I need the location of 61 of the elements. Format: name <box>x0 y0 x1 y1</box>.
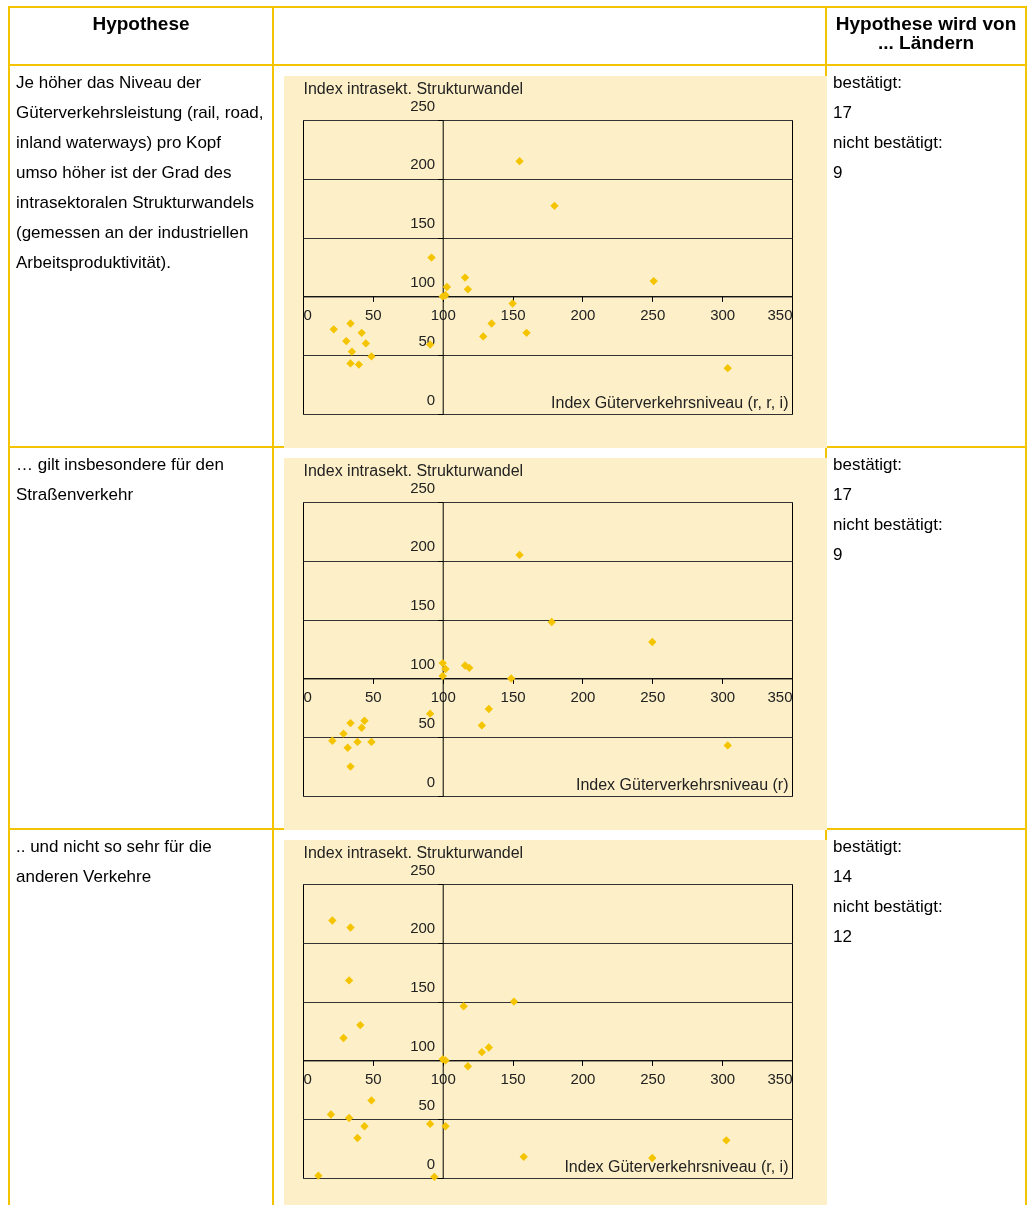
y-tick-label: 200 <box>410 919 436 937</box>
y-tick-label: 250 <box>410 478 436 496</box>
y-tick-label: 100 <box>410 1036 436 1054</box>
y-tick-label: 150 <box>410 596 436 614</box>
y-tick-label: 150 <box>410 214 436 232</box>
y-tick-label: 0 <box>426 1154 436 1172</box>
text: bestätigt: <box>833 454 903 476</box>
text: bestätigt: <box>833 72 903 94</box>
text: … gilt insbesondere für den Straßenverkehr <box>16 454 225 506</box>
x-tick-label: 300 <box>710 687 736 705</box>
x-tick-label: 200 <box>570 1069 596 1087</box>
x-tick-label: 200 <box>570 305 596 323</box>
y-axis-title: Index intrasekt. Strukturwandel <box>303 79 524 97</box>
text: bestätigt: <box>833 836 903 858</box>
y-tick-label: 200 <box>410 537 436 555</box>
x-axis-title: Index Güterverkehrsniveau (r, i) <box>564 1157 789 1175</box>
x-tick-label: 300 <box>710 1069 736 1087</box>
x-tick-label: 50 <box>365 305 382 323</box>
y-tick-label: 250 <box>410 860 436 878</box>
y-tick-label: 150 <box>410 978 436 996</box>
y-tick-label: 100 <box>410 654 436 672</box>
text: Hypothese <box>10 8 274 66</box>
text: 9 <box>833 162 844 184</box>
y-tick-label: 50 <box>418 713 436 731</box>
x-tick-label: 350 <box>767 305 793 323</box>
text: nicht bestätigt: <box>833 132 944 154</box>
x-axis-title: Index Güterverkehrsniveau (r) <box>575 775 789 793</box>
x-tick-label: 250 <box>640 1069 666 1087</box>
y-tick-label: 100 <box>410 272 436 290</box>
y-axis-title: Index intrasekt. Strukturwandel <box>303 843 524 861</box>
text: .. und nicht so sehr für die anderen Verkehre <box>16 836 213 888</box>
text: 17 <box>833 102 853 124</box>
y-tick-label: 0 <box>426 772 436 790</box>
y-axis-title: Index intrasekt. Strukturwandel <box>303 461 524 479</box>
text: nicht bestätigt: <box>833 514 944 536</box>
x-tick-label: 150 <box>500 687 526 705</box>
text: Hypothese wird von ... Ländern <box>827 8 1027 66</box>
x-tick-label: 350 <box>767 1069 793 1087</box>
y-tick-label: 250 <box>410 96 436 114</box>
y-tick-label: 0 <box>426 390 436 408</box>
x-tick-label: 50 <box>365 687 382 705</box>
x-tick-label: 0 <box>303 305 312 323</box>
x-tick-label: 150 <box>500 1069 526 1087</box>
x-tick-label: 50 <box>365 1069 382 1087</box>
x-tick-label: 0 <box>303 1069 312 1087</box>
x-tick-label: 250 <box>640 687 666 705</box>
y-tick-label: 200 <box>410 155 436 173</box>
x-tick-label: 150 <box>500 305 526 323</box>
x-axis-title: Index Güterverkehrsniveau (r, r, i) <box>551 393 789 411</box>
y-tick-label: 50 <box>418 1095 436 1113</box>
x-tick-label: 0 <box>303 687 312 705</box>
x-tick-label: 350 <box>767 687 793 705</box>
x-tick-label: 300 <box>710 305 736 323</box>
x-tick-label: 250 <box>640 305 666 323</box>
text: 17 <box>833 484 853 506</box>
text: 14 <box>833 866 853 888</box>
text: 12 <box>833 926 853 948</box>
text: 9 <box>833 544 844 566</box>
text: Je höher das Niveau der Güterverkehrsleistung (rail, road, inland waterways) pro Kopf umso höher ist der Grad des intrasektoralen Strukturwandels (gemessen an der industriellen Arbeitsproduktivität). <box>16 72 265 274</box>
x-tick-label: 200 <box>570 687 596 705</box>
text: nicht bestätigt: <box>833 896 944 918</box>
